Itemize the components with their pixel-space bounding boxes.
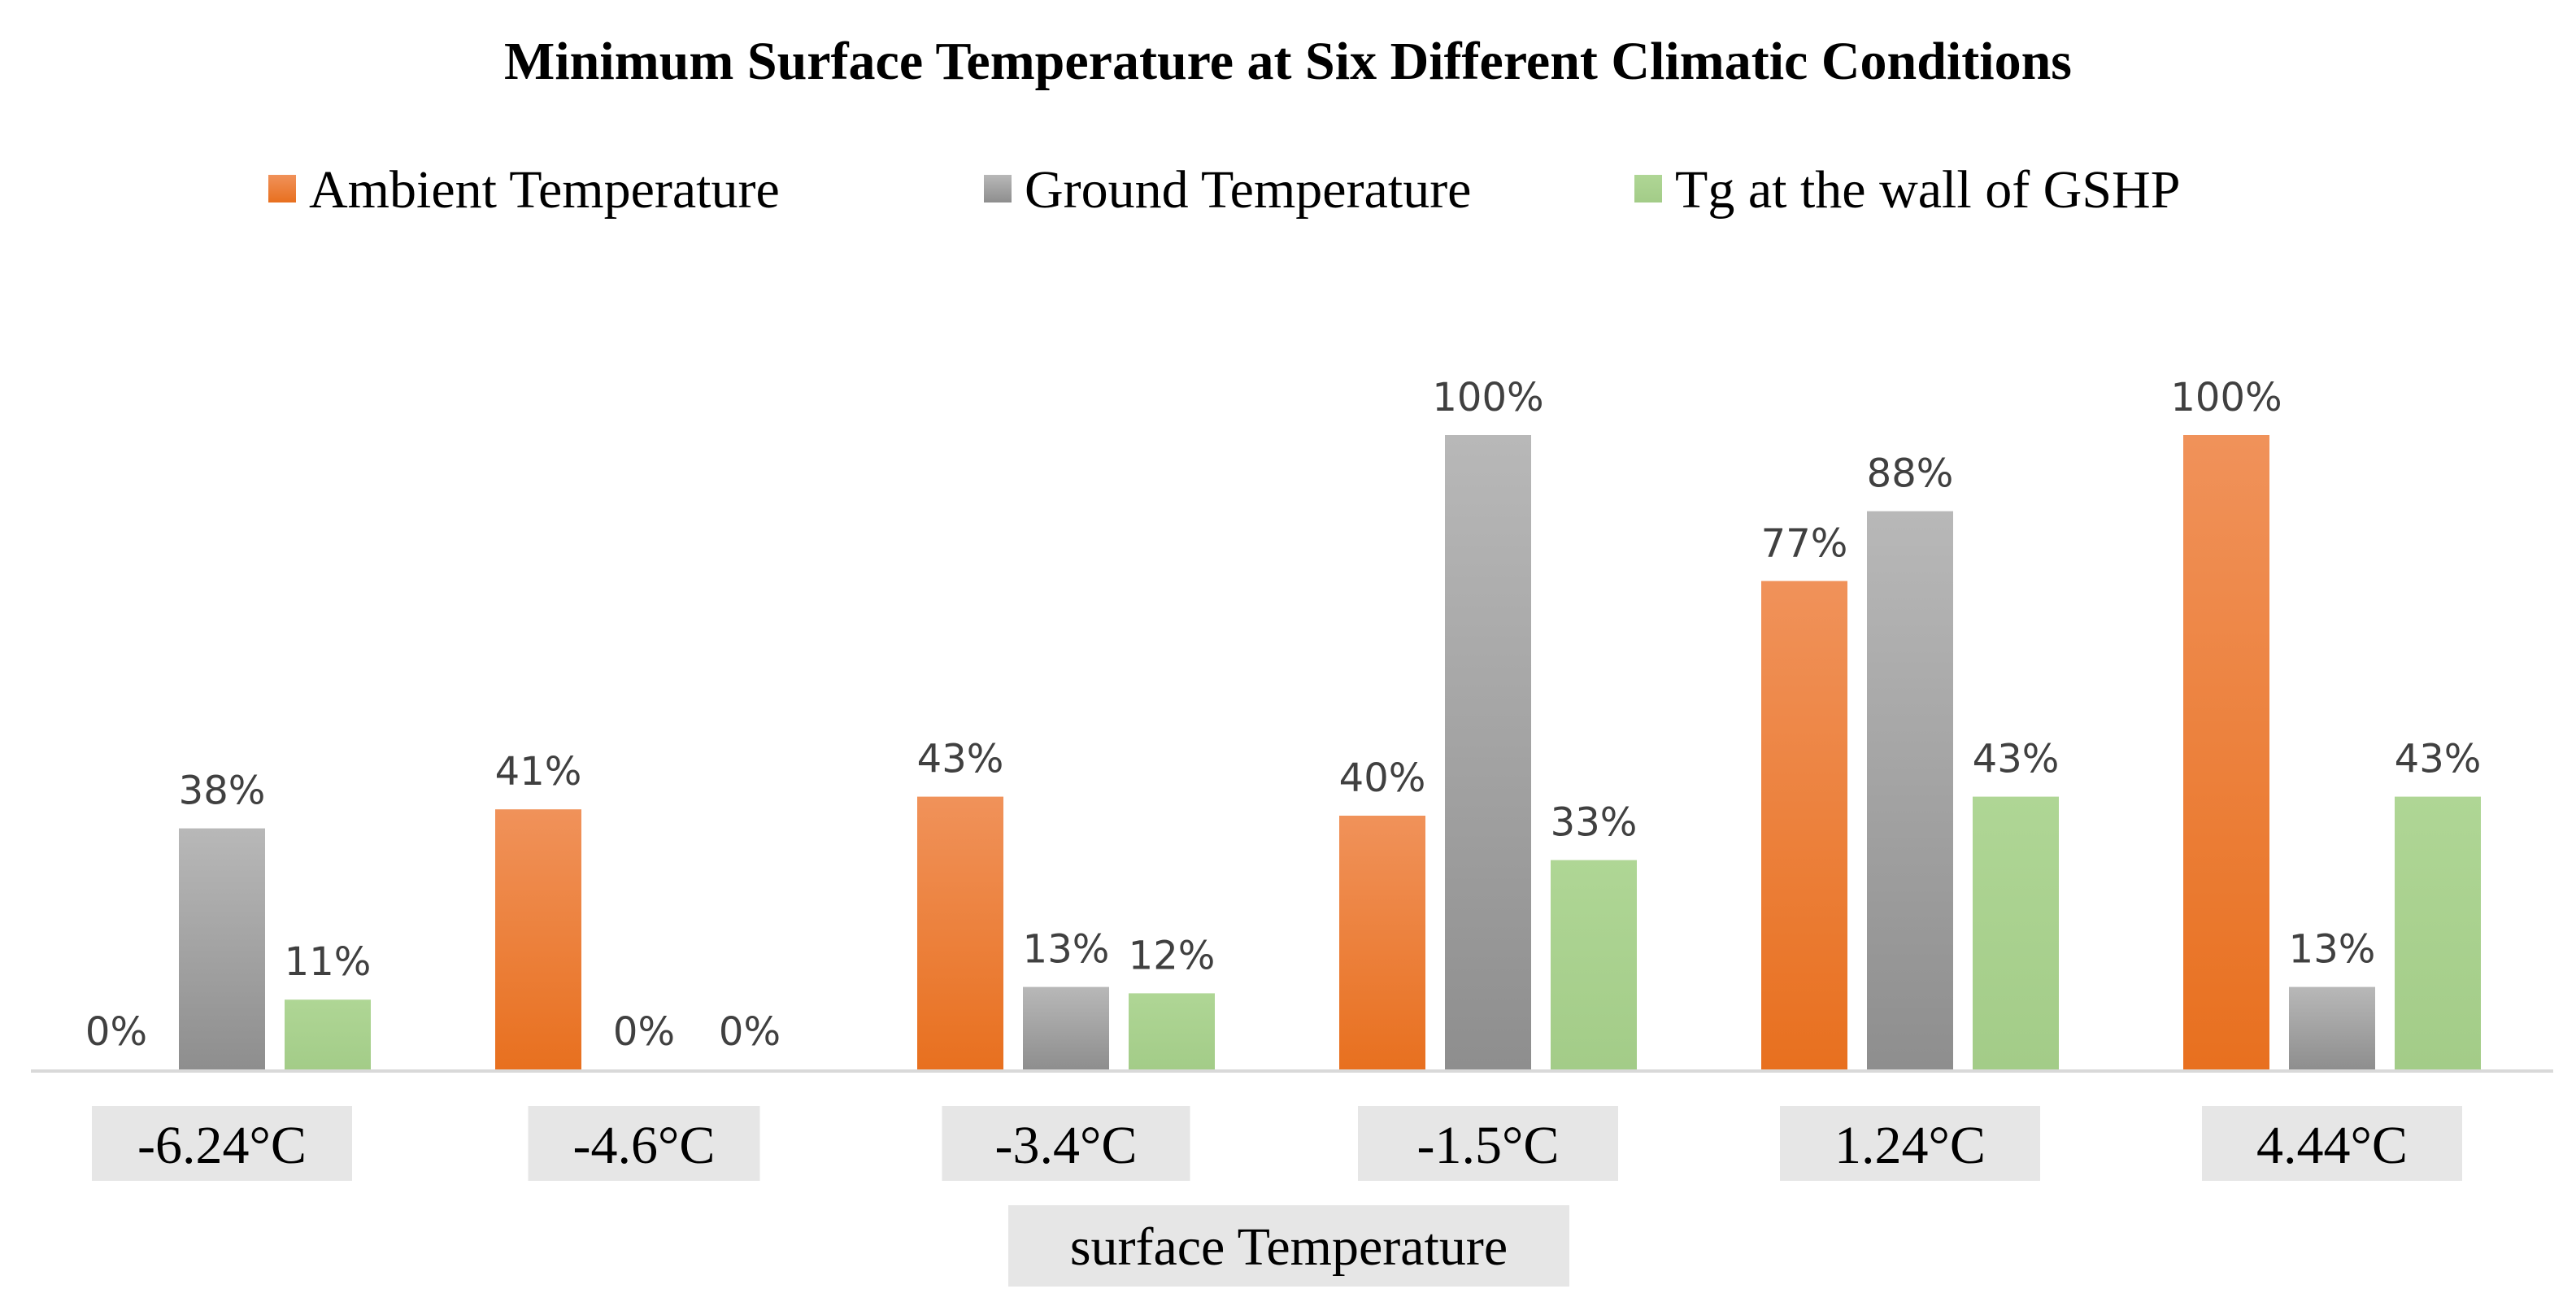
x-tick-box [1780,1106,2040,1181]
x-tick-label: -4.6°C [573,1116,716,1175]
legend-label: Ground Temperature [1025,160,1471,220]
bar [1761,581,1847,1069]
data-label: 41% [495,749,582,795]
x-tick-box [92,1106,352,1181]
bar [1867,511,1953,1069]
bar [917,796,1003,1069]
data-label: 13% [2289,927,2376,973]
x-tick-label: -1.5°C [1417,1116,1560,1175]
legend-item: Tg at the wall of GSHP [1634,160,2180,220]
bar [1129,993,1215,1069]
x-tick-labels: -6.24°C -4.6°C -3.4°C -1.5°C 1.24°C 4.44°C [92,1106,2462,1181]
legend-swatch [984,175,1012,202]
data-label: 100% [1432,375,1543,420]
x-tick-label: -6.24°C [137,1116,307,1175]
legend-label: Ambient Temperature [309,160,780,220]
x-tick-label: -3.4°C [995,1116,1138,1175]
x-tick: -3.4°C [942,1106,1190,1181]
bar [1551,860,1637,1069]
data-label: 12% [1129,933,1216,978]
x-tick-label: 4.44°C [2256,1116,2408,1175]
bar [2395,796,2481,1069]
data-label: 88% [1867,451,1954,497]
legend-swatch [1634,175,1662,202]
data-label: 33% [1551,800,1638,846]
data-label: 43% [2395,737,2482,782]
x-tick-label: 1.24°C [1834,1116,1986,1175]
data-label: 38% [179,769,266,814]
data-label: 0% [719,1009,781,1055]
legend-item: Ground Temperature [984,160,1471,220]
data-label: 40% [1339,756,1426,801]
bars [179,435,2481,1069]
x-tick: -1.5°C [1358,1106,1618,1181]
data-labels: 0% 38% 11% 41% 0% 0% 43% 13% 12% 40% 100% 33% 77% 88%… [85,375,2481,1055]
legend-item: Ambient Temperature [268,160,780,220]
x-tick: -4.6°C [528,1106,760,1181]
x-tick: 4.44°C [2202,1106,2462,1181]
data-label: 43% [1973,737,2060,782]
bar [2183,435,2269,1069]
bar [495,809,581,1069]
x-tick-box [942,1106,1190,1181]
bar [179,828,265,1069]
data-label: 11% [285,939,372,985]
data-label: 100% [2170,375,2282,420]
x-tick-box [2202,1106,2462,1181]
x-tick: 1.24°C [1780,1106,2040,1181]
bar [2289,986,2375,1069]
x-axis-title-text: surface Temperature [1070,1217,1508,1277]
x-tick-box [1358,1106,1618,1181]
x-axis-title: surface Temperature [1008,1205,1569,1287]
legend-label: Tg at the wall of GSHP [1675,160,2180,220]
data-label: 0% [613,1009,675,1055]
data-label: 0% [85,1009,147,1055]
bar [285,999,371,1069]
x-tick-box [528,1106,760,1181]
bar [1339,816,1425,1069]
chart-title: Minimum Surface Temperature at Six Diffe… [504,32,2072,91]
data-label: 77% [1761,520,1848,566]
bar [1445,435,1531,1069]
legend-swatch [268,175,296,202]
data-label: 13% [1023,927,1110,973]
legend: Ambient Temperature Ground Temperature Tg … [268,160,2180,220]
data-label: 43% [917,737,1004,782]
bar [1023,986,1109,1069]
bar [1973,796,2059,1069]
x-tick: -6.24°C [92,1106,352,1181]
